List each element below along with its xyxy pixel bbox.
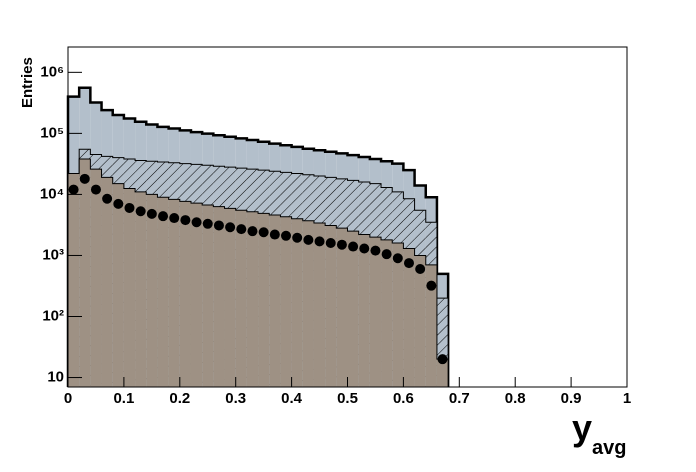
- x-tick-label: 0.2: [169, 390, 190, 407]
- data-point: [247, 226, 258, 237]
- data-point: [370, 245, 381, 256]
- y-axis-label: Entries: [19, 57, 36, 108]
- histogram-bar: [68, 173, 80, 387]
- data-point: [303, 234, 314, 245]
- y-tick-label: 10³: [42, 246, 64, 263]
- x-tick-label: 0.5: [337, 390, 358, 407]
- histogram-bar: [436, 359, 449, 387]
- histogram-bar: [403, 248, 415, 387]
- histogram-bar: [336, 228, 348, 387]
- histogram-bar: [101, 177, 113, 387]
- x-axis-label-sub: avg: [592, 437, 626, 459]
- data-point: [169, 213, 180, 224]
- data-point: [314, 236, 325, 247]
- histogram-bar: [313, 223, 326, 387]
- data-point: [269, 229, 280, 240]
- histogram-bar: [235, 210, 247, 387]
- histogram-bar: [258, 213, 270, 387]
- data-point: [191, 217, 202, 228]
- histogram-bar: [112, 183, 124, 387]
- data-point: [392, 253, 403, 264]
- histogram-outline: [67, 148, 449, 387]
- data-point: [146, 208, 157, 219]
- y-tick-label: 10²: [42, 307, 64, 324]
- histogram-bar: [269, 215, 281, 387]
- data-point: [258, 227, 269, 238]
- histogram-outline: [67, 158, 449, 387]
- histogram-bar: [291, 218, 303, 387]
- histogram-bar: [302, 220, 314, 387]
- data-point: [348, 241, 359, 252]
- histogram-bar: [425, 264, 437, 387]
- data-point: [180, 215, 191, 226]
- data-point: [281, 230, 292, 241]
- histogram-bar: [179, 201, 191, 387]
- histogram-bar: [347, 231, 359, 387]
- x-axis-label: y: [572, 407, 592, 448]
- histogram-bar: [79, 159, 91, 387]
- histogram-bar: [146, 194, 158, 387]
- x-tick-label: 0.4: [281, 390, 303, 407]
- histogram-bar: [123, 188, 136, 387]
- data-point: [102, 193, 113, 204]
- histogram-bar: [392, 242, 404, 387]
- data-point: [202, 218, 213, 229]
- data-point: [135, 206, 146, 217]
- x-tick-label: 0.7: [449, 390, 470, 407]
- histogram-bar: [90, 169, 102, 387]
- histogram-bar: [190, 203, 203, 387]
- data-point: [359, 243, 370, 254]
- data-point: [336, 239, 347, 250]
- histogram-bar: [325, 225, 337, 387]
- histogram-outline: [66, 86, 450, 387]
- data-point: [158, 211, 169, 222]
- y-tick-label: 10⁵: [40, 124, 64, 141]
- data-point: [124, 202, 135, 213]
- x-tick-label: 1: [623, 390, 631, 407]
- histogram-bar: [280, 216, 292, 387]
- data-point: [213, 220, 224, 231]
- data-point: [68, 184, 79, 195]
- data-point: [292, 232, 303, 243]
- data-point: [415, 264, 426, 275]
- data-point: [113, 198, 124, 209]
- data-point: [403, 258, 414, 269]
- data-point: [90, 184, 101, 195]
- x-tick-label: 0.6: [393, 390, 414, 407]
- data-point: [426, 280, 437, 291]
- histogram-bar: [369, 237, 382, 387]
- histogram-bar: [436, 298, 449, 387]
- histogram-bar: [135, 191, 147, 387]
- histogram-bar: [414, 255, 426, 387]
- x-tick-label: 0: [64, 390, 72, 407]
- x-tick-label: 0.1: [113, 390, 134, 407]
- histogram-bar: [381, 239, 393, 387]
- data-point: [381, 249, 392, 260]
- histogram-bar: [213, 206, 225, 387]
- data-point: [236, 224, 247, 235]
- data-point: [325, 237, 336, 248]
- y-tick-label: 10⁶: [40, 63, 64, 80]
- histogram-bar: [358, 234, 370, 387]
- histogram-bar: [246, 211, 259, 387]
- data-point: [437, 354, 448, 365]
- histogram-bar: [157, 197, 169, 387]
- histogram-bar: [224, 208, 236, 387]
- x-tick-label: 0.8: [505, 390, 526, 407]
- data-point: [79, 173, 90, 184]
- y-tick-label: 10⁴: [40, 185, 64, 202]
- data-point: [225, 222, 236, 233]
- histogram-bar: [202, 205, 214, 387]
- y-tick-label: 10: [47, 369, 64, 386]
- x-tick-label: 0.9: [561, 390, 582, 407]
- x-tick-label: 0.3: [225, 390, 246, 407]
- histogram-bar: [168, 199, 180, 387]
